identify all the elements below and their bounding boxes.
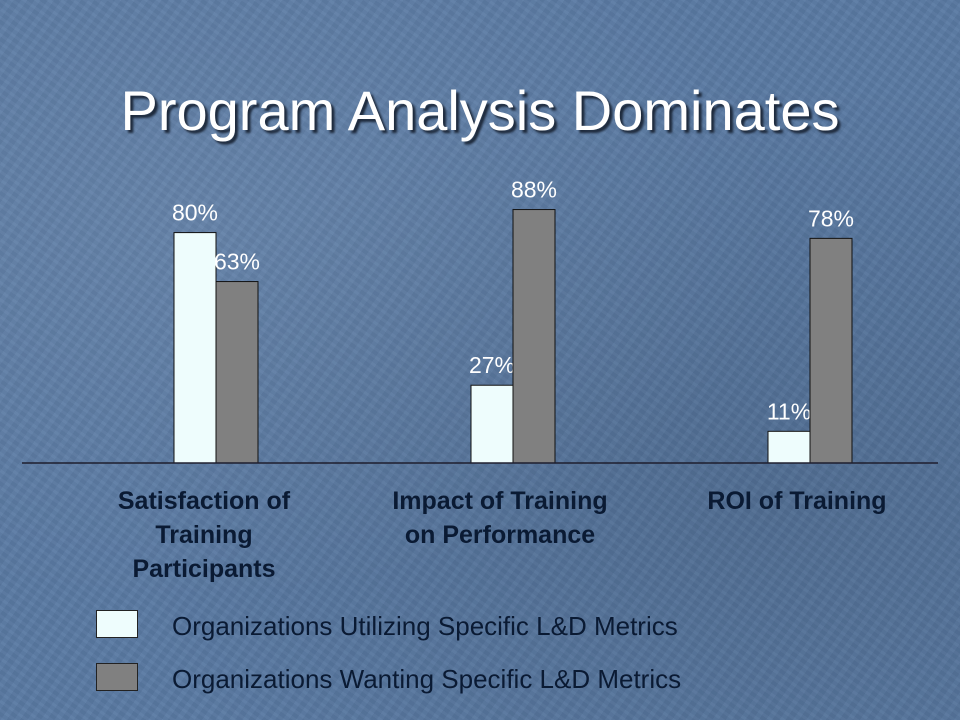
bar-roi-utilizing: [767, 430, 811, 464]
data-label-roi-wanting: 78%: [808, 205, 854, 231]
bar-impact-wanting: [512, 209, 556, 464]
data-label-satisfaction-wanting: 63%: [214, 249, 260, 275]
category-label-impact: Impact of Training on Performance: [392, 487, 608, 549]
page-title: Program Analysis Dominates: [120, 79, 840, 142]
legend-label-utilizing: Organizations Utilizing Specific L&D Met…: [172, 611, 678, 641]
legend-swatch-utilizing: [96, 610, 138, 638]
bar-satisfaction-wanting: [215, 281, 259, 464]
legend-label-wanting: Organizations Wanting Specific L&D Metri…: [172, 664, 682, 694]
category-label-roi: ROI of Training: [707, 487, 887, 515]
data-label-satisfaction-utilizing: 80%: [172, 200, 218, 226]
data-label-roi-utilizing: 11%: [767, 398, 811, 424]
legend-swatch-wanting: [96, 663, 138, 691]
category-label-satisfaction: Satisfaction of Training Participants: [117, 487, 291, 583]
data-label-impact-wanting: 88%: [511, 177, 557, 203]
data-label-impact-utilizing: 27%: [469, 352, 515, 378]
bar-satisfaction-utilizing: [173, 232, 217, 464]
bar-roi-wanting: [809, 237, 853, 464]
bar-impact-utilizing: [470, 384, 514, 464]
